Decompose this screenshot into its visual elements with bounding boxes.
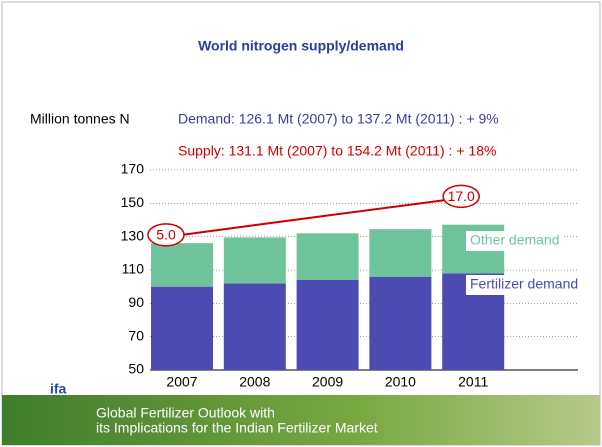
legend-bg xyxy=(466,231,562,251)
footer-line: Global Fertilizer Outlook with xyxy=(96,405,275,421)
gap-label: 5.0 xyxy=(156,227,176,243)
x-tick-label: 2009 xyxy=(312,374,343,390)
legend-bg xyxy=(466,275,580,295)
bar-segment xyxy=(296,233,359,280)
y-tick-label: 130 xyxy=(121,227,145,243)
annotation: Supply: 131.1 Mt (2007) to 154.2 Mt (201… xyxy=(178,143,496,159)
y-tick-label: 150 xyxy=(121,194,145,210)
gap-circle xyxy=(147,223,185,247)
y-tick-label: 170 xyxy=(121,161,145,177)
x-tick-label: 2010 xyxy=(385,374,416,390)
bar-segment xyxy=(369,276,432,370)
y-tick-label: 110 xyxy=(122,261,145,277)
annotation: Demand: 126.1 Mt (2007) to 137.2 Mt (201… xyxy=(178,111,499,127)
bar-segment xyxy=(369,229,432,277)
gap-circle xyxy=(442,184,480,209)
logo: ifa xyxy=(50,381,67,397)
gap-label: 17.0 xyxy=(448,188,475,204)
bar-segment xyxy=(151,243,213,287)
bar-segment xyxy=(296,280,359,370)
supply-line xyxy=(181,195,474,236)
bar-segment xyxy=(151,286,213,370)
x-tick-label: 2011 xyxy=(458,374,488,390)
y-tick-label: 90 xyxy=(128,294,144,310)
slide-title: World nitrogen supply/demand xyxy=(198,38,404,54)
bar-segment xyxy=(223,283,286,370)
x-tick-label: 2007 xyxy=(166,374,197,390)
y-tick-label: 70 xyxy=(128,327,144,343)
footer-line: its Implications for the Indian Fertiliz… xyxy=(96,420,378,436)
legend-label: Other demand xyxy=(470,232,560,248)
legend-label: Fertilizer demand xyxy=(470,276,578,292)
x-tick-label: 2008 xyxy=(239,374,270,390)
y-tick-label: 50 xyxy=(128,361,144,377)
bar-segment xyxy=(223,237,286,284)
y-axis-label: Million tonnes N xyxy=(30,111,130,127)
footer-banner xyxy=(2,395,600,445)
